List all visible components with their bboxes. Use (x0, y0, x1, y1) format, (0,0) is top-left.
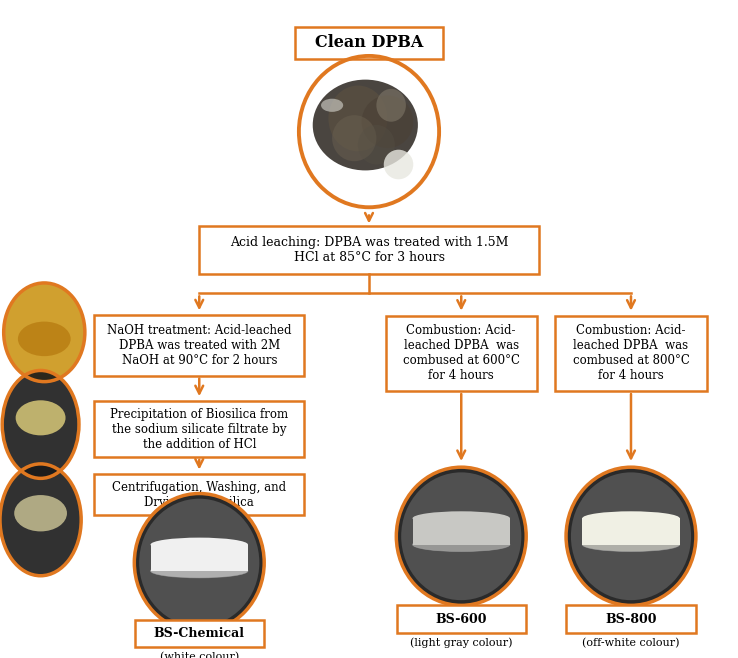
Text: Centrifugation, Washing, and
Drying of Biosilica: Centrifugation, Washing, and Drying of B… (112, 481, 286, 509)
FancyBboxPatch shape (295, 27, 443, 59)
Ellipse shape (134, 494, 264, 632)
Ellipse shape (139, 499, 259, 626)
Ellipse shape (413, 511, 510, 525)
Text: Combustion: Acid-
leached DPBA  was
combused at 600°C
for 4 hours: Combustion: Acid- leached DPBA was combu… (403, 324, 520, 382)
Ellipse shape (582, 511, 680, 525)
Ellipse shape (328, 86, 387, 151)
FancyBboxPatch shape (397, 605, 525, 633)
Ellipse shape (151, 538, 248, 551)
Ellipse shape (396, 467, 526, 605)
Text: BS-600: BS-600 (435, 613, 487, 626)
Ellipse shape (332, 115, 376, 161)
Text: Clean DPBA: Clean DPBA (315, 34, 423, 51)
FancyBboxPatch shape (555, 315, 706, 391)
Ellipse shape (571, 472, 691, 600)
FancyBboxPatch shape (135, 620, 264, 647)
Text: (white colour): (white colour) (159, 652, 239, 658)
Text: Combustion: Acid-
leached DPBA  was
combused at 800°C
for 4 hours: Combustion: Acid- leached DPBA was combu… (573, 324, 689, 382)
Ellipse shape (0, 464, 81, 576)
Ellipse shape (151, 564, 248, 578)
Ellipse shape (401, 472, 521, 600)
Bar (582, 519, 680, 545)
Ellipse shape (290, 48, 448, 215)
Text: BS-800: BS-800 (605, 613, 657, 626)
Ellipse shape (582, 538, 680, 551)
Text: Precipitation of Biosilica from
the sodium silicate filtrate by
the addition of : Precipitation of Biosilica from the sodi… (110, 407, 289, 451)
Ellipse shape (321, 99, 343, 112)
Ellipse shape (4, 283, 85, 382)
Text: BS-Chemical: BS-Chemical (154, 627, 245, 640)
Ellipse shape (18, 322, 71, 356)
Ellipse shape (413, 538, 510, 551)
FancyBboxPatch shape (199, 226, 539, 274)
Ellipse shape (566, 467, 696, 605)
FancyBboxPatch shape (94, 474, 305, 515)
Bar (413, 519, 510, 545)
Ellipse shape (2, 370, 79, 478)
Ellipse shape (384, 150, 413, 180)
Text: (off-white colour): (off-white colour) (582, 638, 680, 648)
FancyBboxPatch shape (94, 315, 305, 376)
FancyBboxPatch shape (567, 605, 695, 633)
Ellipse shape (14, 495, 67, 532)
Text: NaOH treatment: Acid-leached
DPBA was treated with 2M
NaOH at 90°C for 2 hours: NaOH treatment: Acid-leached DPBA was tr… (107, 324, 292, 367)
Ellipse shape (15, 400, 66, 436)
Ellipse shape (313, 80, 418, 170)
Text: (light gray colour): (light gray colour) (410, 638, 512, 648)
Bar (151, 545, 248, 571)
FancyBboxPatch shape (94, 401, 305, 457)
Text: Acid leaching: DPBA was treated with 1.5M
HCl at 85°C for 3 hours: Acid leaching: DPBA was treated with 1.5… (230, 236, 508, 264)
Ellipse shape (376, 89, 406, 122)
Ellipse shape (362, 95, 413, 148)
FancyBboxPatch shape (385, 315, 537, 391)
Ellipse shape (358, 125, 395, 164)
